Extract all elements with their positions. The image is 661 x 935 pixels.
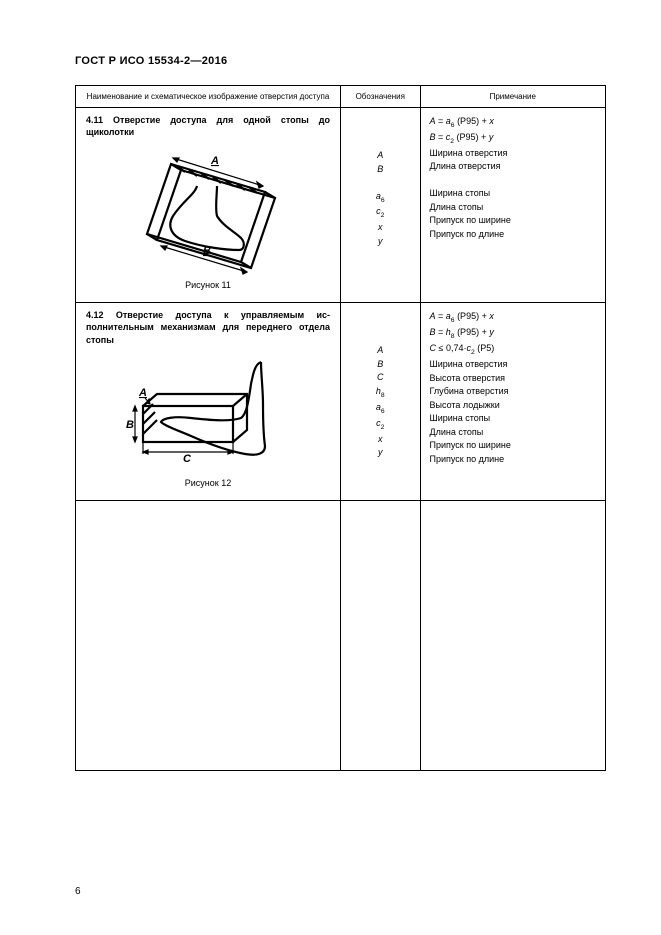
- svg-text:C: C: [183, 453, 192, 465]
- main-table: Наименование и схематическое изображение…: [75, 85, 606, 771]
- symbols-col: A B a6 c2 x y: [342, 109, 419, 248]
- table-header-row: Наименование и схематическое изображение…: [76, 86, 606, 108]
- svg-text:A: A: [138, 387, 147, 399]
- table-row: 4.11 Отверстие доступа для одной стопы д…: [76, 108, 606, 303]
- table-row: 4.12 Отверстие доступа к управляемым ис­…: [76, 303, 606, 500]
- row-title: 4.12 Отверстие доступа к управляемым ис­…: [86, 309, 330, 345]
- svg-text:A: A: [210, 155, 219, 167]
- figure-caption: Рисунок 12: [86, 478, 330, 488]
- row-title: 4.11 Отверстие доступа для одной стопы д…: [86, 114, 330, 138]
- header-col3: Примечание: [420, 86, 606, 108]
- notes-col: A = a6 (P95) + x B = h8 (P95) + y C ≤ 0,…: [422, 304, 605, 472]
- symbols-col: A B C h8 a6 c2 x y: [342, 304, 419, 459]
- document-header: ГОСТ Р ИСО 15534-2—2016: [75, 55, 606, 67]
- page-number: 6: [75, 886, 81, 897]
- header-col1: Наименование и схематическое изображение…: [76, 86, 341, 108]
- figure-11: A B Рисунок 11: [86, 142, 330, 294]
- figure-12: A B: [86, 350, 330, 492]
- notes-col: A = a6 (P95) + x B = c2 (P95) + y Ширина…: [422, 109, 605, 247]
- page: ГОСТ Р ИСО 15534-2—2016 Наименование и с…: [0, 0, 661, 935]
- svg-text:B: B: [126, 419, 134, 431]
- figure-caption: Рисунок 11: [86, 280, 330, 290]
- table-row-empty: [76, 500, 606, 770]
- header-col2: Обозначения: [341, 86, 421, 108]
- svg-text:B: B: [203, 245, 211, 257]
